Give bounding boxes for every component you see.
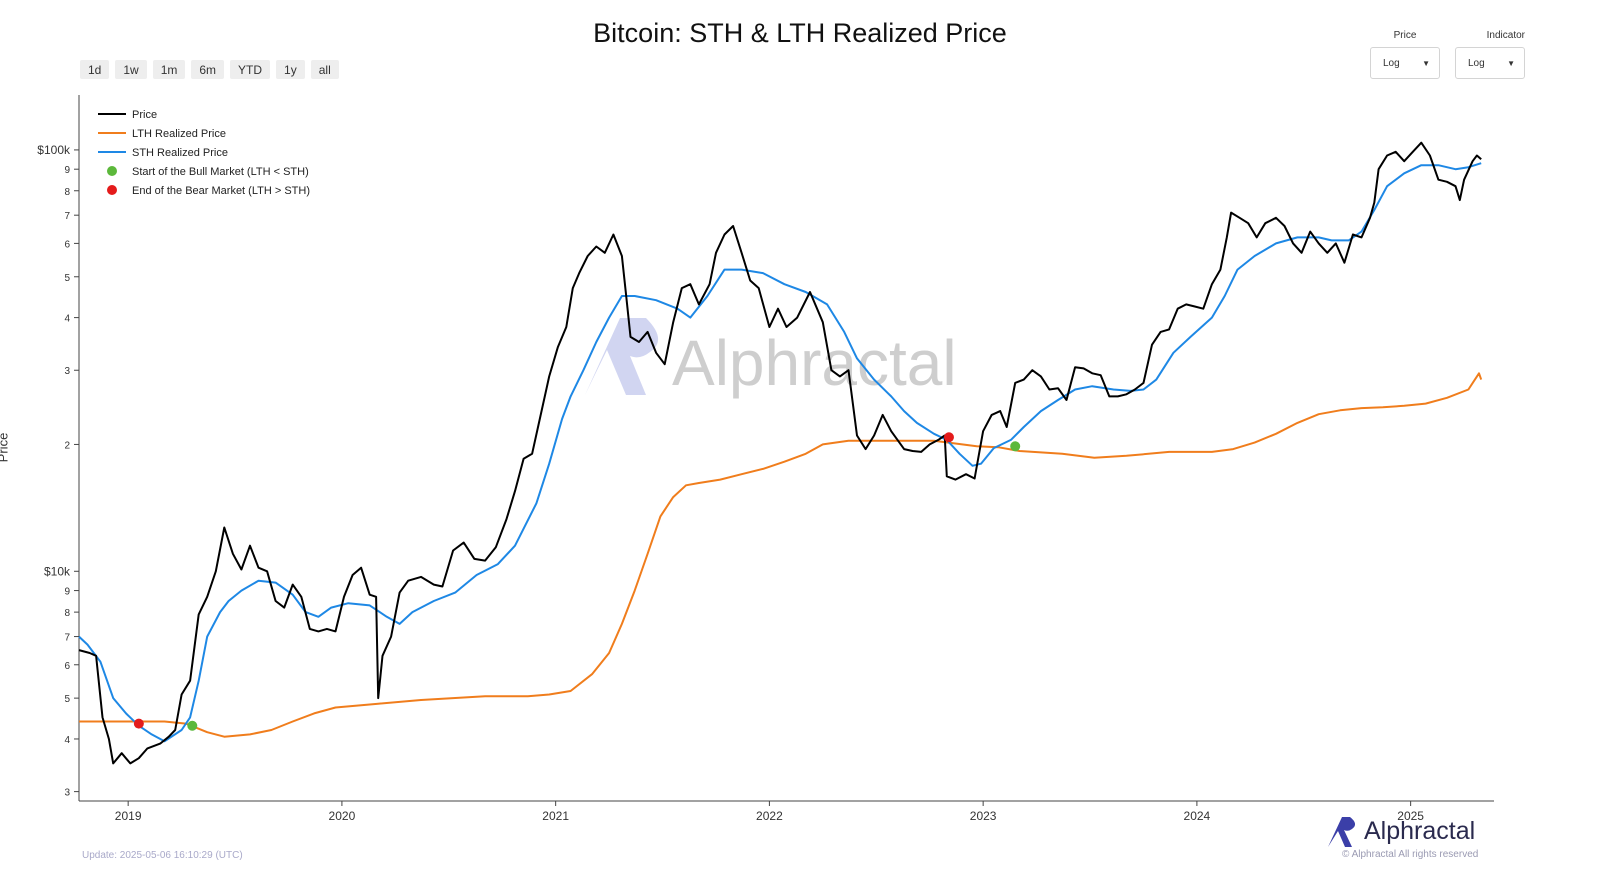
y-tick-label: 9 — [64, 165, 70, 176]
brand-name: Alphractal — [1364, 816, 1476, 845]
legend-swatch-bear — [107, 185, 117, 195]
legend: Price LTH Realized Price STH Realized Pric… — [98, 109, 310, 197]
lth-series-line — [79, 372, 1483, 738]
x-tick-label: 2021 — [542, 809, 569, 823]
x-tick-label: 2022 — [756, 809, 783, 823]
range-all-button[interactable]: all — [310, 60, 339, 79]
range-selector: 1d 1w 1m 6m YTD 1y all — [80, 60, 339, 79]
y-tick-label: 2 — [64, 440, 70, 451]
indicator-scale-select[interactable]: Log ▼ — [1455, 47, 1525, 79]
brand-logo: Alphractal — [1326, 814, 1475, 848]
y-tick-label: 4 — [64, 735, 70, 746]
y-tick-label: $10k — [44, 564, 71, 578]
event-markers — [133, 432, 1021, 731]
range-1y-button[interactable]: 1y — [276, 60, 305, 79]
update-timestamp: Update: 2025-05-06 16:10:29 (UTC) — [82, 850, 243, 861]
range-ytd-button[interactable]: YTD — [230, 60, 271, 79]
x-tick-label: 2024 — [1184, 809, 1211, 823]
y-tick-label: 8 — [64, 187, 70, 198]
watermark: Alphractal — [585, 318, 957, 399]
legend-label: STH Realized Price — [132, 147, 228, 159]
y-tick-label: 7 — [64, 633, 70, 644]
range-1d-button[interactable]: 1d — [80, 60, 110, 79]
y-tick-label: 7 — [64, 211, 70, 222]
y-tick-label: 6 — [64, 239, 70, 250]
bear-marker — [943, 432, 954, 443]
range-1w-button[interactable]: 1w — [115, 60, 147, 79]
y-tick-label: 3 — [64, 366, 70, 377]
x-tick-label: 2023 — [970, 809, 997, 823]
indicator-scale-control: Indicator Log ▼ — [1455, 30, 1525, 79]
bull-marker — [187, 720, 198, 731]
alphractal-logo-icon — [1328, 817, 1356, 847]
legend-swatch-bull — [107, 166, 117, 176]
y-tick-label: 4 — [64, 314, 70, 325]
y-ticks: 3 4 5 6 7 8 9 $10k 2 3 4 5 6 7 8 9 $100k — [37, 143, 79, 799]
x-ticks: 2019 2020 2021 2022 2023 2024 2025 — [115, 801, 1424, 823]
sth-series-line — [78, 162, 1482, 743]
price-series-line — [78, 141, 1482, 765]
watermark-text: Alphractal — [672, 327, 957, 399]
x-tick-label: 2019 — [115, 809, 142, 823]
price-scale-value: Log — [1383, 57, 1400, 69]
legend-label: Price — [132, 109, 157, 121]
legend-label: End of the Bear Market (LTH > STH) — [132, 185, 310, 197]
range-6m-button[interactable]: 6m — [191, 60, 225, 79]
range-1m-button[interactable]: 1m — [152, 60, 186, 79]
legend-label: Start of the Bull Market (LTH < STH) — [132, 166, 309, 178]
series-lines — [78, 141, 1483, 765]
bull-marker — [1010, 441, 1021, 452]
chart-title: Bitcoin: STH & LTH Realized Price — [593, 18, 1007, 48]
price-scale-select[interactable]: Log ▼ — [1370, 47, 1440, 79]
alphractal-logo-icon — [585, 318, 659, 395]
price-scale-label: Price — [1393, 30, 1417, 41]
legend-label: LTH Realized Price — [132, 128, 226, 140]
chevron-down-icon: ▼ — [1422, 58, 1430, 68]
y-tick-label: 6 — [64, 661, 70, 672]
axes — [78, 95, 1494, 802]
price-scale-control: Price Log ▼ — [1370, 30, 1440, 79]
bear-marker — [133, 718, 144, 729]
indicator-scale-value: Log — [1468, 57, 1485, 69]
y-tick-label: 5 — [64, 694, 70, 705]
chevron-down-icon: ▼ — [1507, 58, 1515, 68]
y-tick-label: 3 — [64, 788, 70, 799]
y-tick-label: 8 — [64, 608, 70, 619]
x-tick-label: 2025 — [1397, 809, 1424, 823]
y-tick-label: 9 — [64, 587, 70, 598]
y-tick-label: $100k — [37, 143, 71, 157]
y-tick-label: 5 — [64, 273, 70, 284]
x-tick-label: 2020 — [329, 809, 356, 823]
indicator-scale-label: Indicator — [1486, 30, 1525, 41]
copyright-text: © Alphractal All rights reserved — [1342, 849, 1479, 860]
